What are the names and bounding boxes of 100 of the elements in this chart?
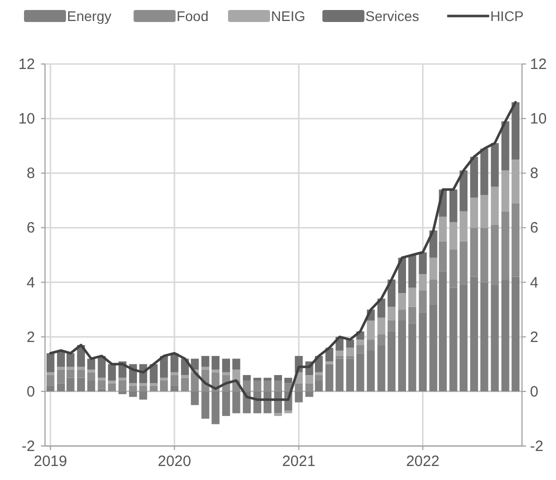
y-tick-label: 12 [18, 56, 35, 73]
bar [480, 194, 488, 228]
bar [190, 372, 199, 392]
bar [314, 375, 323, 381]
bar [366, 350, 375, 392]
bar [449, 222, 458, 250]
bar [108, 364, 116, 381]
bar [129, 383, 137, 386]
bar [87, 370, 96, 372]
x-tick-label: 2022 [406, 453, 440, 470]
y-tick-label: 6 [26, 220, 35, 237]
bar [356, 345, 364, 354]
bar [470, 156, 478, 198]
bar [438, 241, 447, 272]
bar [129, 391, 137, 397]
bar [388, 306, 396, 320]
bar [181, 378, 189, 392]
bar [398, 258, 406, 294]
bar [490, 285, 499, 392]
bar [274, 375, 282, 381]
y-tick-label: -2 [22, 438, 35, 455]
bar [366, 320, 375, 340]
bar [160, 380, 168, 392]
bar [87, 380, 96, 392]
bar [305, 383, 314, 392]
bar [212, 370, 220, 372]
bar [201, 391, 210, 419]
bar [480, 228, 488, 282]
bar [46, 353, 54, 372]
bar [512, 102, 520, 160]
y2-tick-label: 2 [530, 328, 538, 346]
bar [336, 356, 344, 359]
bar [232, 370, 240, 381]
bar [388, 280, 396, 307]
bar [150, 386, 158, 392]
bar [408, 255, 416, 288]
y2-tick-label: 6 [530, 220, 538, 237]
bar [470, 228, 478, 277]
bar [129, 386, 137, 392]
bar [160, 356, 168, 378]
bar [429, 230, 438, 258]
bar [501, 170, 510, 212]
bar [418, 274, 427, 290]
bar [212, 356, 220, 370]
x-tick-label: 2020 [158, 453, 192, 470]
bar [170, 386, 178, 392]
y2-tick-label: 12 [530, 56, 547, 73]
bar [449, 190, 458, 222]
bar [460, 285, 468, 392]
bar [314, 380, 323, 392]
bar [438, 216, 447, 242]
bar [388, 331, 396, 392]
bar [118, 380, 126, 392]
bar [150, 383, 158, 386]
bar [108, 380, 116, 384]
bar [264, 380, 272, 392]
line-series [49, 100, 517, 401]
bar [222, 358, 230, 372]
bar [460, 241, 468, 286]
bar [512, 276, 520, 392]
bar [190, 391, 199, 406]
bar [512, 160, 520, 204]
bar [253, 380, 262, 392]
bar [408, 323, 416, 392]
legend-label: Energy [67, 8, 112, 24]
bar [490, 143, 499, 187]
bar [418, 252, 427, 274]
bar [108, 383, 116, 392]
bar [77, 370, 85, 378]
bar [449, 288, 458, 392]
bar [46, 386, 54, 392]
bar [480, 282, 488, 392]
legend-label: Services [365, 8, 420, 24]
legend-label: NEIG [271, 8, 306, 24]
bar [356, 353, 364, 392]
bar [212, 391, 220, 424]
bar [305, 375, 314, 384]
bar [490, 224, 499, 286]
bar [118, 391, 126, 394]
bar [388, 320, 396, 332]
bar [201, 356, 210, 367]
bar [190, 358, 199, 370]
bar [480, 148, 488, 195]
bar [501, 211, 510, 280]
bar [460, 170, 468, 212]
bar [346, 348, 354, 356]
bar [139, 386, 148, 392]
bar [408, 288, 416, 307]
bar [449, 250, 458, 288]
bar [501, 121, 510, 170]
bar [139, 391, 148, 400]
bar [398, 310, 406, 320]
bar [46, 375, 54, 386]
bar [346, 358, 354, 392]
bar [77, 378, 85, 392]
bar [501, 280, 510, 392]
bar [139, 383, 148, 386]
bar [222, 391, 230, 416]
bar [336, 358, 344, 392]
y2-tick-label: 8 [530, 165, 538, 182]
